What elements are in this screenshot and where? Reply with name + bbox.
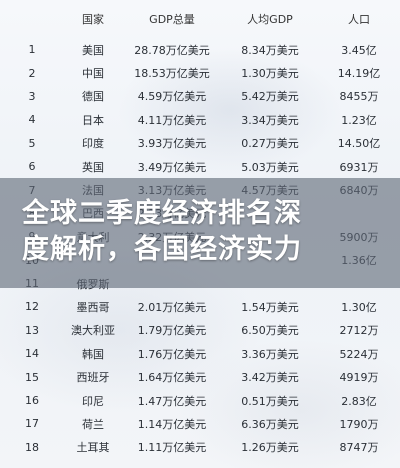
table-row: 18 土耳其 1.11万亿美元 1.26万美元 8747万 [0, 436, 400, 459]
cell-country: 荷兰 [82, 417, 104, 431]
cell-gdp-total: 1.47万亿美元 [137, 394, 207, 408]
cell-gdp-total: 1.14万亿美元 [137, 417, 207, 431]
cell-gdp-per-capita: 5.42万美元 [241, 90, 299, 104]
table-row: 2 中国 18.53万亿美元 1.30万美元 14.19亿 [0, 61, 400, 84]
cell-country: 印尼 [82, 394, 104, 408]
table-row: 12 墨西哥 2.01万亿美元 1.54万美元 1.30亿 [0, 295, 400, 318]
cell-country: 美国 [82, 43, 104, 57]
cell-gdp-per-capita: 0.27万美元 [241, 137, 299, 151]
cell-country: 印度 [82, 137, 104, 151]
cell-gdp-total: 1.76万亿美元 [137, 347, 207, 361]
cell-country: 德国 [82, 90, 104, 104]
cell-population: 4919万 [339, 371, 379, 385]
cell-gdp-per-capita: 6.50万美元 [241, 324, 299, 338]
cell-gdp-total: 1.64万亿美元 [137, 371, 207, 385]
cell-rank: 3 [28, 89, 36, 103]
table-row: 3 德国 4.59万亿美元 5.42万美元 8455万 [0, 85, 400, 108]
cell-gdp-per-capita: 1.54万美元 [241, 300, 299, 314]
cell-population: 1.23亿 [341, 113, 377, 127]
cell-gdp-per-capita: 6.36万美元 [241, 417, 299, 431]
cell-gdp-per-capita: 3.34万美元 [241, 113, 299, 127]
header-country: 国家 [82, 13, 104, 26]
cell-country: 英国 [82, 160, 104, 174]
header-population: 人口 [348, 13, 370, 26]
cell-rank: 13 [25, 323, 39, 337]
cell-population: 1.30亿 [341, 300, 377, 314]
headline-line-2: 度解析，各国经济实力 [22, 234, 302, 265]
table-row: 4 日本 4.11万亿美元 3.34万美元 1.23亿 [0, 108, 400, 131]
title-banner [0, 178, 400, 288]
cell-gdp-total: 1.79万亿美元 [137, 324, 207, 338]
cell-gdp-total: 2.01万亿美元 [137, 300, 207, 314]
cell-gdp-total: 28.78万亿美元 [134, 43, 210, 57]
cell-population: 14.50亿 [337, 137, 381, 151]
table-row: 17 荷兰 1.14万亿美元 6.36万美元 1790万 [0, 412, 400, 435]
table-row: 6 英国 3.49万亿美元 5.03万美元 6931万 [0, 155, 400, 178]
cell-gdp-total: 18.53万亿美元 [134, 67, 210, 81]
cell-gdp-per-capita: 3.42万美元 [241, 371, 299, 385]
cell-rank: 6 [28, 160, 36, 174]
cell-rank: 18 [25, 440, 39, 454]
cell-population: 1790万 [339, 417, 379, 431]
cell-population: 3.45亿 [341, 43, 377, 57]
cell-rank: 1 [28, 43, 36, 57]
cell-country: 中国 [82, 67, 104, 81]
table-row: 5 印度 3.93万亿美元 0.27万美元 14.50亿 [0, 132, 400, 155]
table-row: 16 印尼 1.47万亿美元 0.51万美元 2.83亿 [0, 389, 400, 412]
header-rank [0, 0, 64, 38]
header-gdp-per-capita: 人均GDP [247, 13, 293, 26]
cell-rank: 17 [25, 417, 39, 431]
cell-rank: 15 [25, 370, 39, 384]
cell-gdp-per-capita: 1.30万美元 [241, 67, 299, 81]
cell-gdp-total: 3.93万亿美元 [137, 137, 207, 151]
cell-population: 14.19亿 [337, 67, 381, 81]
cell-population: 5224万 [339, 347, 379, 361]
cell-population: 6931万 [339, 160, 379, 174]
cell-gdp-per-capita: 5.03万美元 [241, 160, 299, 174]
cell-country: 韩国 [82, 347, 104, 361]
cell-rank: 12 [25, 300, 39, 314]
table-header-row: 国家 GDP总量 人均GDP 人口 [0, 0, 400, 38]
cell-gdp-total: 4.11万亿美元 [137, 113, 207, 127]
table-row: 15 西班牙 1.64万亿美元 3.42万美元 4919万 [0, 365, 400, 388]
cell-population: 8747万 [339, 441, 379, 455]
cell-population: 2712万 [339, 324, 379, 338]
cell-country: 澳大利亚 [71, 324, 115, 338]
cell-population: 8455万 [339, 90, 379, 104]
cell-gdp-per-capita: 1.26万美元 [241, 441, 299, 455]
cell-country: 土耳其 [76, 441, 110, 455]
cell-gdp-total: 4.59万亿美元 [137, 90, 207, 104]
cell-country: 日本 [82, 113, 104, 127]
cell-gdp-total: 1.11万亿美元 [137, 441, 207, 455]
cell-rank: 5 [28, 136, 36, 150]
headline: 全球二季度经济排名深 度解析，各国经济实力 [22, 196, 382, 268]
table-row: 14 韩国 1.76万亿美元 3.36万美元 5224万 [0, 342, 400, 365]
cell-country: 墨西哥 [76, 300, 110, 314]
headline-line-1: 全球二季度经济排名深 [22, 198, 302, 229]
cell-rank: 14 [25, 347, 39, 361]
cell-gdp-per-capita: 8.34万美元 [241, 43, 299, 57]
cell-population: 2.83亿 [341, 394, 377, 408]
cell-country: 西班牙 [76, 371, 110, 385]
cell-rank: 16 [25, 394, 39, 408]
table-row: 1 美国 28.78万亿美元 8.34万美元 3.45亿 [0, 38, 400, 61]
cell-gdp-per-capita: 3.36万美元 [241, 347, 299, 361]
table-row: 13 澳大利亚 1.79万亿美元 6.50万美元 2712万 [0, 319, 400, 342]
cell-gdp-total: 3.49万亿美元 [137, 160, 207, 174]
header-gdp-total: GDP总量 [149, 13, 195, 26]
cell-rank: 2 [28, 66, 36, 80]
cell-gdp-per-capita: 0.51万美元 [241, 394, 299, 408]
cell-rank: 4 [28, 113, 36, 127]
